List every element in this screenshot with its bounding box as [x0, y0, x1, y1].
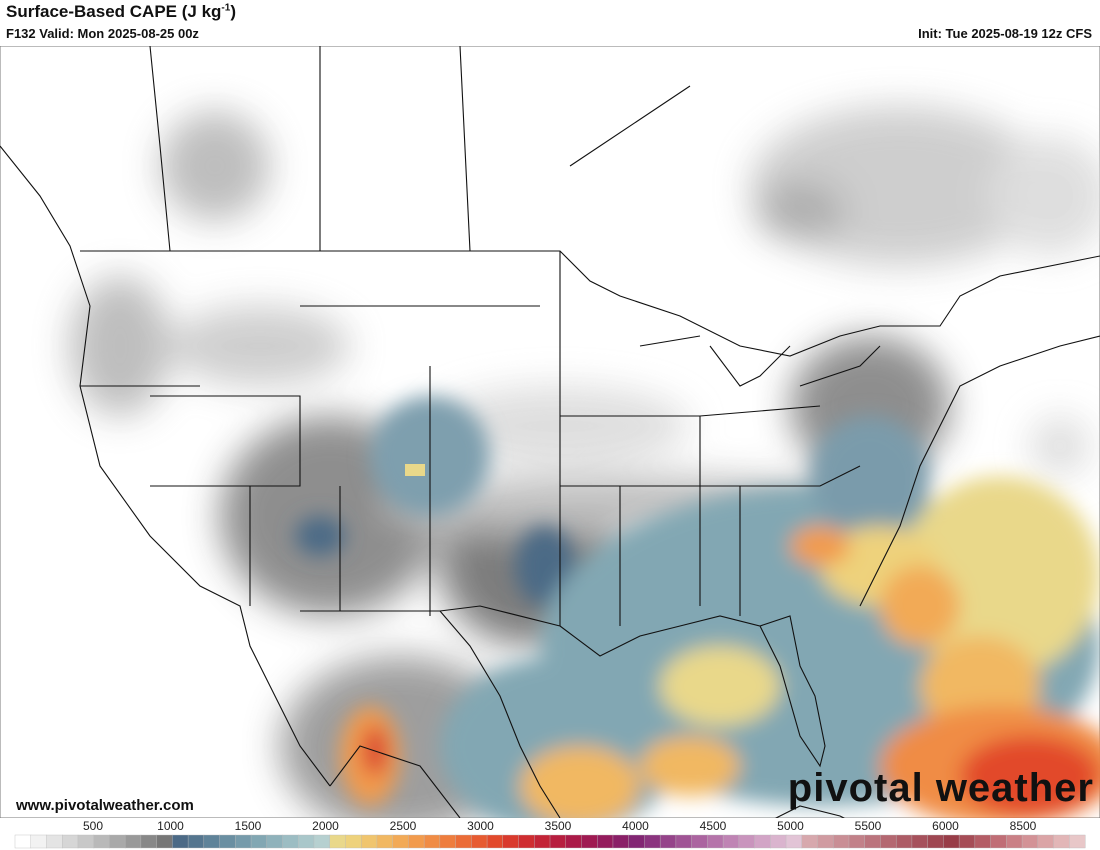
colorbar-swatch: [659, 834, 677, 849]
colorbar-swatch: [738, 834, 756, 849]
title-suffix: ): [230, 2, 236, 21]
colorbar-swatch: [943, 834, 960, 849]
colorbar-tick-label: 5000: [777, 819, 804, 833]
colorbar-swatch: [282, 834, 299, 849]
colorbar-swatch: [14, 834, 32, 849]
colorbar-swatch: [298, 834, 315, 849]
init-time: Init: Tue 2025-08-19 12z CFS: [918, 26, 1092, 41]
title: Surface-Based CAPE (J kg-1): [6, 2, 236, 22]
colorbar-swatch: [376, 834, 394, 849]
colorbar-swatch: [360, 834, 378, 849]
title-text: Surface-Based CAPE (J kg: [6, 2, 222, 21]
colorbar-swatch: [250, 834, 268, 849]
colorbar-swatch: [266, 834, 284, 849]
colorbar-swatch: [911, 834, 929, 849]
map: [0, 46, 1100, 818]
colorbar-swatch: [597, 834, 614, 849]
colorbar-swatch: [848, 834, 866, 849]
colorbar-swatch: [785, 834, 803, 849]
logo: pivotal weather: [787, 766, 1094, 810]
colorbar-swatch: [549, 834, 567, 849]
colorbar-swatch: [439, 834, 457, 849]
colorbar-swatch: [958, 834, 976, 849]
colorbar-swatch: [1021, 834, 1039, 849]
colorbar-swatch: [1006, 834, 1023, 849]
colorbar-swatch: [172, 834, 189, 849]
colorbar-swatch: [707, 834, 724, 849]
colorbar-tick-label: 1000: [157, 819, 184, 833]
colorbar-swatch: [187, 834, 205, 849]
colorbar-swatch: [691, 834, 708, 849]
colorbar-swatch: [864, 834, 881, 849]
title-superscript: -1: [221, 2, 231, 14]
colorbar-swatch: [455, 834, 472, 849]
colorbar-tick-label: 8500: [1010, 819, 1037, 833]
colorbar-swatch: [581, 834, 598, 849]
colorbar-swatch: [408, 834, 425, 849]
colorbar-swatch: [534, 834, 551, 849]
colorbar-swatch: [30, 834, 47, 849]
colorbar-swatch: [895, 834, 913, 849]
colorbar-swatch: [471, 834, 488, 849]
colorbar-swatch: [124, 834, 142, 849]
colorbar-swatch: [644, 834, 661, 849]
colorbar: 500 1000 1500 2000 2500 3000 3500 4000 4500 5000 5…: [14, 819, 1086, 849]
colorbar-swatch: [754, 834, 771, 849]
colorbar-swatch: [628, 834, 645, 849]
colorbar-swatch: [1037, 834, 1055, 849]
colorbar-swatch: [313, 834, 331, 849]
colorbar-swatch: [140, 834, 158, 849]
colorbar-tick-label: 2500: [390, 819, 417, 833]
boundaries: [0, 46, 1100, 818]
colorbar-swatch: [833, 834, 850, 849]
colorbar-swatch: [109, 834, 126, 849]
colorbar-swatch: [46, 834, 63, 849]
colorbar-tick-label: 4500: [700, 819, 727, 833]
colorbar-swatch: [329, 834, 346, 849]
colorbar-tick-label: 3500: [545, 819, 572, 833]
colorbar-swatch: [345, 834, 362, 849]
colorbar-swatch: [1069, 834, 1086, 849]
colorbar-tick-label: 500: [83, 819, 103, 833]
colorbar-swatch: [990, 834, 1007, 849]
colorbar-tick-label: 6000: [932, 819, 959, 833]
colorbar-swatch: [203, 834, 221, 849]
colorbar-tick-label: 3000: [467, 819, 494, 833]
colorbar-swatch: [675, 834, 693, 849]
colorbar-tick-label: 5500: [855, 819, 882, 833]
colorbar-swatch: [722, 834, 740, 849]
colorbar-swatch: [486, 834, 504, 849]
colorbar-swatch: [565, 834, 582, 849]
colorbar-tick-label: 4000: [622, 819, 649, 833]
colorbar-swatch: [62, 834, 79, 849]
colorbar-swatch: [817, 834, 834, 849]
colorbar-swatch: [880, 834, 897, 849]
colorbar-swatch: [235, 834, 252, 849]
colorbar-swatch: [801, 834, 819, 849]
colorbar-swatch: [423, 834, 441, 849]
colorbar-swatch: [392, 834, 409, 849]
colorbar-tick-label: 2000: [312, 819, 339, 833]
colorbar-swatch: [770, 834, 787, 849]
colorbar-swatch: [927, 834, 944, 849]
colorbar-swatch: [612, 834, 630, 849]
colorbar-tick-label: 1500: [235, 819, 262, 833]
colorbar-swatch: [502, 834, 520, 849]
colorbar-swatch: [1053, 834, 1070, 849]
cape-field: [70, 106, 1100, 818]
colorbar-swatch: [974, 834, 992, 849]
colorbar-swatch: [77, 834, 95, 849]
colorbar-swatch: [219, 834, 236, 849]
site-url: www.pivotalweather.com: [16, 797, 194, 814]
colorbar-swatch: [156, 834, 173, 849]
colorbar-swatch: [518, 834, 535, 849]
valid-time: F132 Valid: Mon 2025-08-25 00z: [6, 26, 199, 41]
colorbar-swatch: [93, 834, 110, 849]
